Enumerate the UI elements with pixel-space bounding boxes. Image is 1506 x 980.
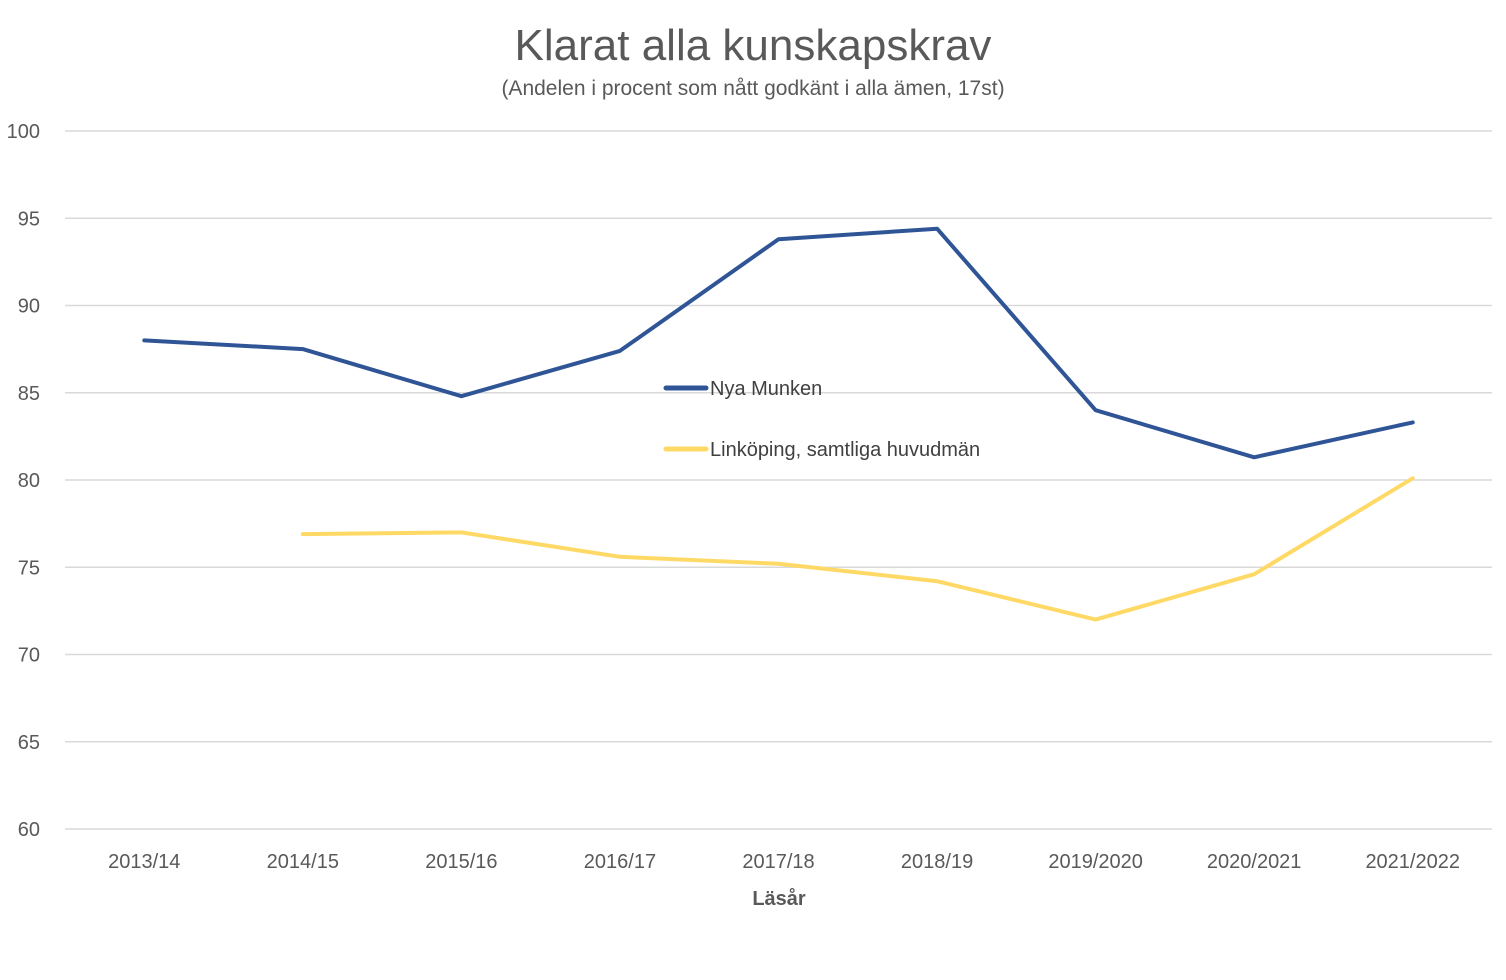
- chart-title: Klarat alla kunskapskrav: [515, 21, 992, 70]
- x-tick-label: 2018/19: [901, 851, 973, 873]
- y-tick-label: 100: [7, 121, 40, 143]
- x-tick-label: 2015/16: [425, 851, 497, 873]
- y-tick-label: 90: [18, 296, 40, 318]
- x-tick-label: 2013/14: [108, 851, 180, 873]
- series-lines: [142, 226, 1415, 622]
- x-tick-label: 2016/17: [584, 851, 656, 873]
- y-tick-label: 80: [18, 470, 40, 492]
- legend-label-linkoping: Linköping, samtliga huvudmän: [710, 439, 980, 461]
- legend-label-nya-munken: Nya Munken: [710, 378, 822, 400]
- legend: Nya Munken Linköping, samtliga huvudmän: [663, 378, 980, 461]
- x-tick-label: 2021/2022: [1365, 851, 1460, 873]
- x-axis-tick-labels: 2013/14 2014/15 2015/16 2016/17 2017/18 2018/…: [108, 851, 1460, 873]
- y-tick-label: 70: [18, 645, 40, 667]
- x-tick-label: 2019/2020: [1048, 851, 1143, 873]
- y-tick-label: 75: [18, 557, 40, 579]
- chart-subtitle: (Andelen i procent som nått godkänt i al…: [501, 77, 1004, 100]
- y-tick-label: 85: [18, 383, 40, 405]
- y-tick-label: 60: [18, 819, 40, 841]
- x-tick-label: 2017/18: [742, 851, 814, 873]
- x-tick-label: 2020/2021: [1207, 851, 1302, 873]
- y-tick-label: 95: [18, 208, 40, 230]
- series-line-0: [142, 226, 1415, 460]
- y-axis-tick-labels: 60 65 70 75 80 85 90 95 100: [7, 121, 40, 841]
- series-line-1: [300, 476, 1415, 622]
- y-tick-label: 65: [18, 732, 40, 754]
- x-axis-title: Läsår: [752, 887, 806, 910]
- x-tick-label: 2014/15: [267, 851, 339, 873]
- gridlines: [65, 130, 1492, 830]
